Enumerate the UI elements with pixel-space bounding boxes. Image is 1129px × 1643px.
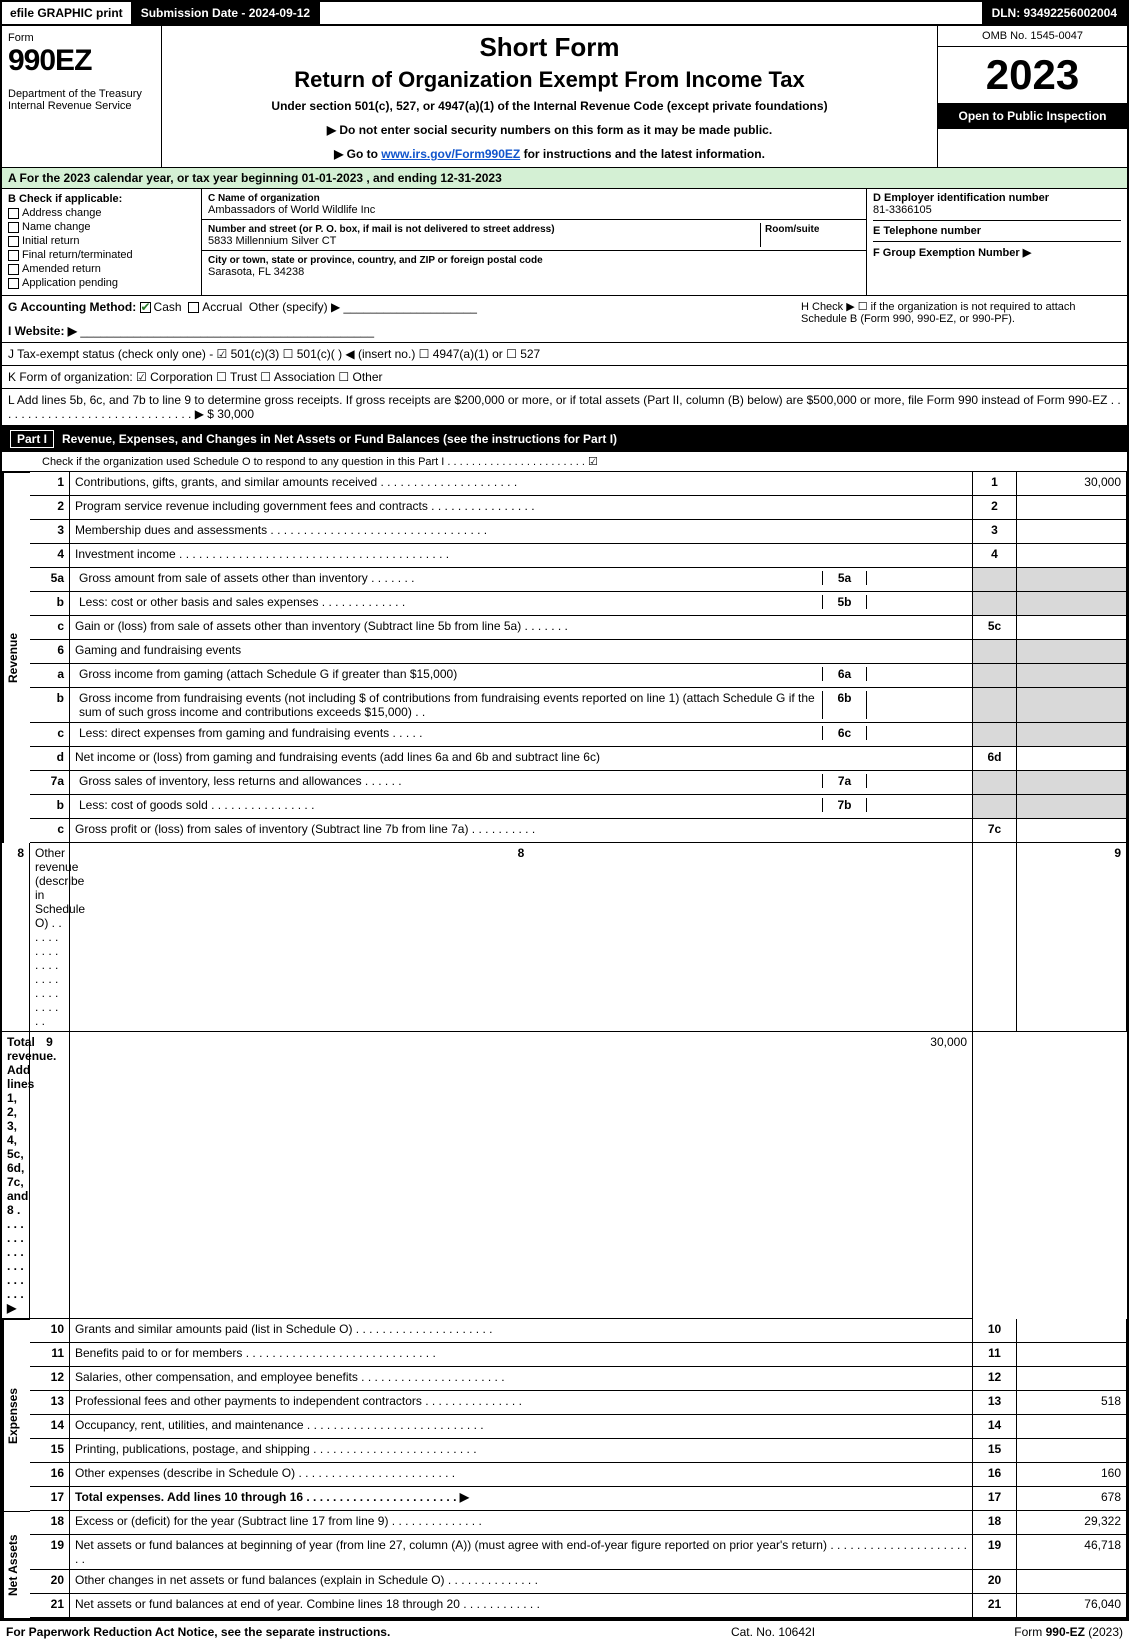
line-1-amount: 30,000	[1017, 472, 1127, 496]
line-9-total-revenue: 30,000	[70, 1032, 973, 1319]
phone-label: E Telephone number	[873, 225, 981, 237]
part-i-note: Check if the organization used Schedule …	[2, 452, 1127, 472]
line-21-amount: 76,040	[1017, 1594, 1127, 1618]
line-13-amount: 518	[1017, 1391, 1127, 1415]
ein-value: 81-3366105	[873, 204, 932, 216]
revenue-grid: Revenue 1Contributions, gifts, grants, a…	[2, 472, 1127, 1319]
street-address: 5833 Millennium Silver CT	[208, 235, 336, 247]
ein-label: D Employer identification number	[873, 192, 1049, 204]
row-g: G Accounting Method: Cash Accrual Other …	[8, 300, 801, 338]
website-label: I Website: ▶	[8, 324, 77, 338]
efile-label[interactable]: efile GRAPHIC print	[2, 2, 131, 24]
form-header: Form 990EZ Department of the Treasury In…	[0, 26, 1129, 167]
subtitle: Under section 501(c), 527, or 4947(a)(1)…	[172, 99, 927, 113]
form-word: Form	[8, 32, 155, 44]
netassets-grid: Net Assets 18Excess or (deficit) for the…	[2, 1511, 1127, 1618]
dept-label: Department of the Treasury Internal Reve…	[8, 88, 155, 112]
col-b-checkboxes: B Check if applicable: Address change Na…	[2, 189, 202, 295]
expenses-grid: Expenses 10Grants and similar amounts pa…	[2, 1319, 1127, 1511]
line-16-amount: 160	[1017, 1463, 1127, 1487]
row-l: L Add lines 5b, 6c, and 7b to line 9 to …	[2, 389, 1127, 426]
paperwork-notice: For Paperwork Reduction Act Notice, see …	[6, 1625, 643, 1639]
line-17-total-expenses: 678	[1017, 1487, 1127, 1511]
chk-final-return[interactable]	[8, 250, 19, 261]
expenses-side-label: Expenses	[2, 1319, 30, 1511]
chk-initial-return[interactable]	[8, 236, 19, 247]
form-footer-label: Form 990-EZ (2023)	[903, 1625, 1123, 1639]
ssn-note: ▶ Do not enter social security numbers o…	[172, 123, 927, 137]
irs-link[interactable]: www.irs.gov/Form990EZ	[381, 147, 520, 161]
org-name: Ambassadors of World Wildlife Inc	[208, 204, 375, 216]
top-bar: efile GRAPHIC print Submission Date - 20…	[0, 0, 1129, 26]
chk-amended-return[interactable]	[8, 264, 19, 275]
revenue-side-label: Revenue	[2, 472, 30, 843]
tax-year: 2023	[938, 47, 1127, 103]
form-number: 990EZ	[8, 44, 155, 78]
inspection-badge: Open to Public Inspection	[938, 103, 1127, 129]
main-title: Return of Organization Exempt From Incom…	[172, 67, 927, 93]
city-state-zip: Sarasota, FL 34238	[208, 266, 304, 278]
omb-number: OMB No. 1545-0047	[938, 26, 1127, 47]
gross-receipts: 30,000	[217, 407, 254, 421]
chk-address-change[interactable]	[8, 208, 19, 219]
submission-date: Submission Date - 2024-09-12	[131, 2, 320, 24]
cat-number: Cat. No. 10642I	[643, 1625, 903, 1639]
chk-cash[interactable]	[140, 302, 151, 313]
row-a: A For the 2023 calendar year, or tax yea…	[2, 168, 1127, 189]
line-18-amount: 29,322	[1017, 1511, 1127, 1535]
group-exemption-label: F Group Exemption Number ▶	[873, 247, 1031, 259]
page-footer: For Paperwork Reduction Act Notice, see …	[0, 1620, 1129, 1643]
chk-accrual[interactable]	[188, 302, 199, 313]
row-j: J Tax-exempt status (check only one) - ☑…	[2, 343, 1127, 366]
chk-name-change[interactable]	[8, 222, 19, 233]
short-form-title: Short Form	[172, 32, 927, 63]
line-19-amount: 46,718	[1017, 1535, 1127, 1570]
chk-application-pending[interactable]	[8, 278, 19, 289]
org-name-block: C Name of organization Ambassadors of Wo…	[202, 189, 866, 220]
goto-note: ▶ Go to www.irs.gov/Form990EZ for instru…	[172, 147, 927, 161]
row-k: K Form of organization: ☑ Corporation ☐ …	[2, 366, 1127, 389]
row-h: H Check ▶ ☐ if the organization is not r…	[801, 300, 1121, 338]
part-i-header: Part I Revenue, Expenses, and Changes in…	[2, 426, 1127, 452]
dln-label: DLN: 93492256002004	[982, 2, 1127, 24]
netassets-side-label: Net Assets	[2, 1511, 30, 1618]
b-label: B Check if applicable:	[8, 193, 122, 205]
